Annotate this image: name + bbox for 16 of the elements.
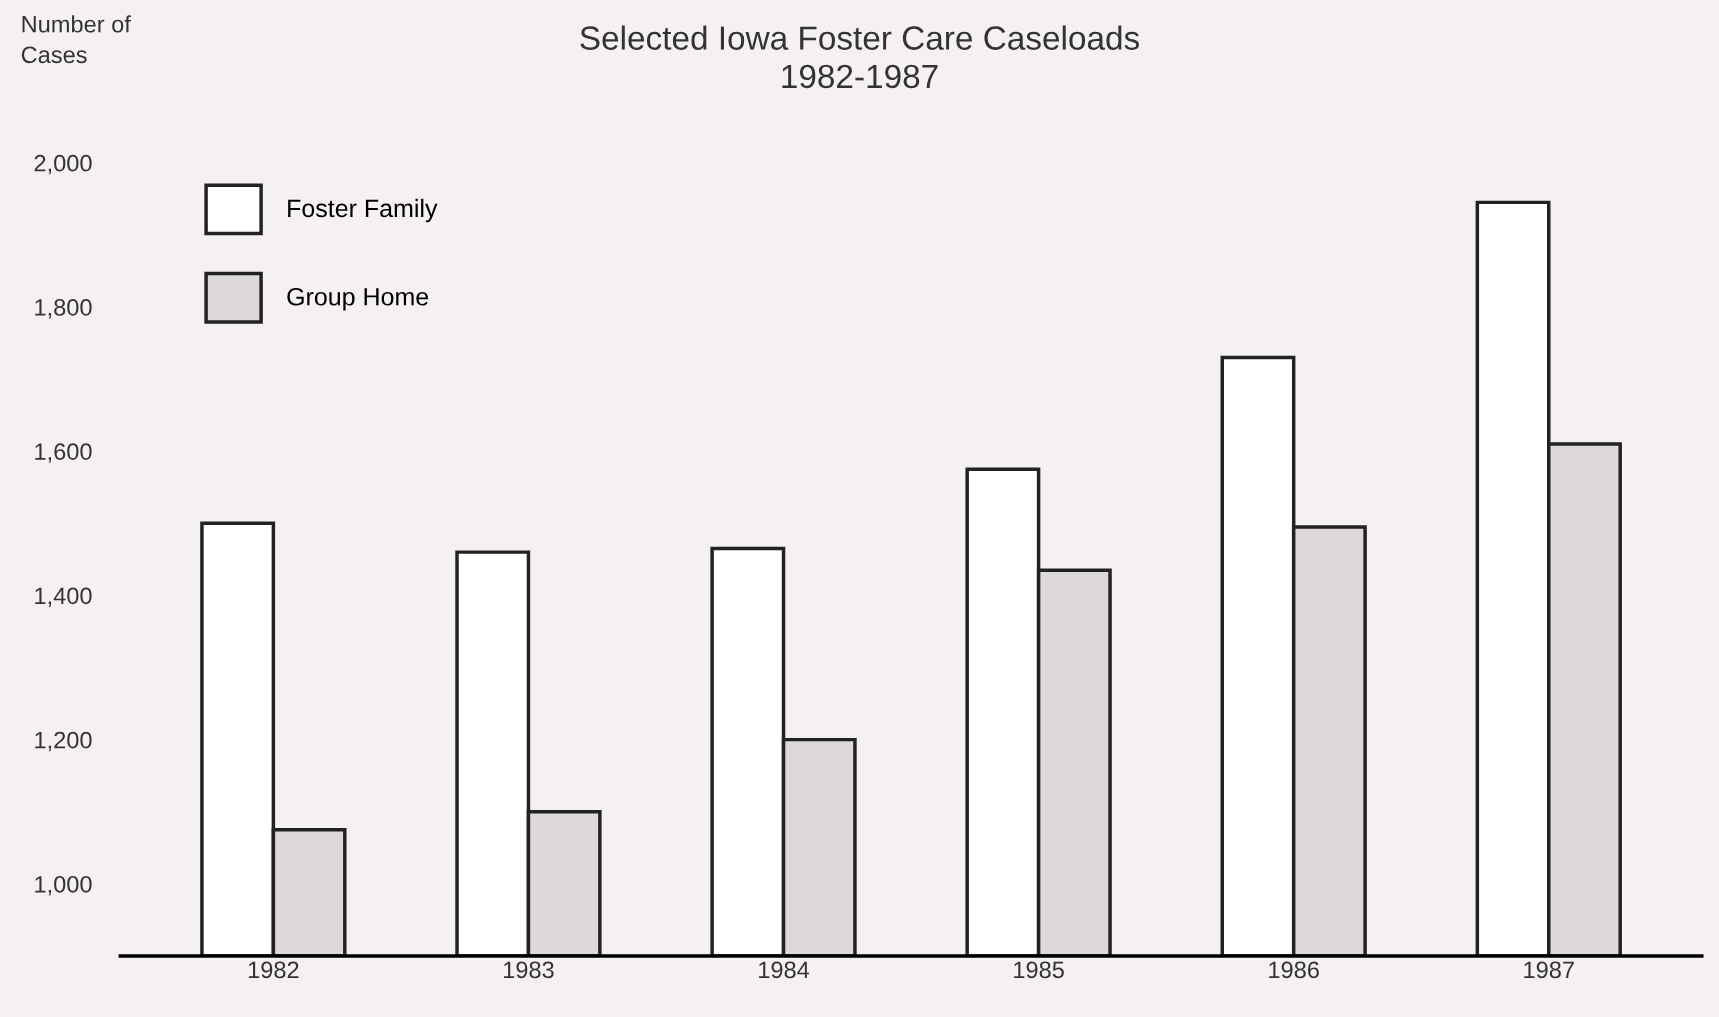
y-tick-label: 2,000	[34, 154, 92, 175]
y-tick-label: 1,000	[35, 875, 92, 896]
y-tick-label: 1,800	[35, 299, 92, 319]
x-tick-label: 1982	[248, 961, 299, 979]
y-axis-title: Number of Cases	[21, 15, 131, 64]
x-tick-label: 1984	[759, 961, 810, 979]
y-tick-label: 1,400	[35, 587, 92, 607]
x-tick-label: 1985	[1014, 961, 1064, 979]
x-tick-label: 1986	[1269, 961, 1319, 979]
legend-label: Foster Family	[288, 198, 438, 223]
legend-label: Group Home	[287, 287, 429, 311]
y-tick-label: 1,200	[35, 731, 92, 752]
x-tick-label: 1987	[1524, 961, 1574, 979]
y-tick-label: 1,600	[35, 443, 92, 463]
chart-title: Selected Iowa Foster Care Caseloads 1982-1987	[580, 25, 1140, 89]
x-tick-label: 1983	[503, 961, 554, 979]
